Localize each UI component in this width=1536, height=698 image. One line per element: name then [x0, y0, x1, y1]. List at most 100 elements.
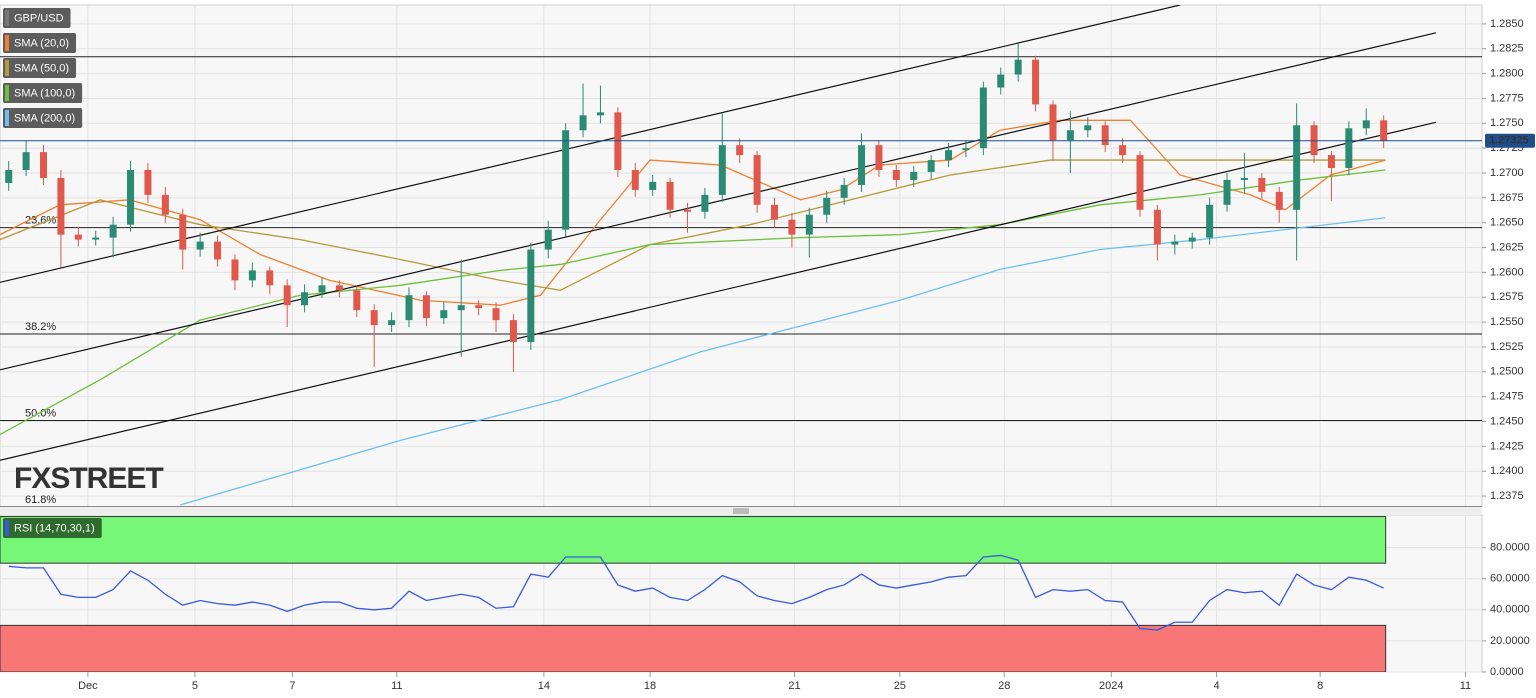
- candle-body: [1345, 128, 1353, 169]
- candle-body: [1188, 237, 1196, 242]
- candle-body: [753, 155, 761, 205]
- candle-body: [1293, 125, 1301, 210]
- y-tick-label: 1.2475: [1490, 391, 1524, 403]
- y-tick-label: 0.0000: [1490, 666, 1524, 678]
- trendline: [0, 121, 1437, 461]
- candle-body: [509, 320, 517, 342]
- candle-body: [544, 229, 552, 250]
- candle-body: [718, 145, 726, 195]
- candle-body: [771, 204, 779, 220]
- x-tick-label: 5: [192, 680, 198, 692]
- candle-body: [40, 152, 48, 178]
- candle-body: [805, 214, 813, 235]
- candle-body: [788, 219, 796, 235]
- main-panel: [0, 4, 1483, 508]
- axes: Dec 5 7 11 14 18 21 25 28 2024 4 8 11 1.2375 1.2400 1.2…: [78, 18, 1535, 692]
- y-tick-label: 1.2550: [1490, 316, 1524, 328]
- legend-label: RSI (14,70,30,1): [14, 522, 95, 534]
- candle-body: [127, 170, 135, 225]
- candle-body: [997, 74, 1005, 88]
- candle-body: [823, 197, 831, 215]
- legend-label: SMA (50,0): [14, 62, 69, 74]
- grid: [0, 5, 1482, 673]
- level-label: 23.6%: [25, 215, 56, 227]
- y-tick-label: 1.2800: [1490, 67, 1524, 79]
- y-tick-label: 1.2450: [1490, 415, 1524, 427]
- candle-body: [144, 170, 152, 195]
- y-tick-label: 1.2775: [1490, 92, 1524, 104]
- candle-body: [301, 292, 309, 306]
- candle-body: [666, 181, 674, 210]
- candle-body: [57, 177, 65, 235]
- candle-body: [370, 310, 378, 326]
- y-tick-label: 1.2675: [1490, 192, 1524, 204]
- candle-body: [1153, 209, 1161, 245]
- watermark: STREET: [50, 462, 163, 495]
- legend-box: [3, 8, 71, 28]
- legend: GBP/USD SMA (20,0) SMA (50,0) SMA (100,0) SM…: [3, 8, 102, 538]
- candle-body: [1240, 177, 1248, 180]
- candle-body: [1171, 241, 1179, 245]
- x-tick-label: 11: [1460, 680, 1471, 692]
- x-tick-label: 18: [644, 680, 656, 692]
- candle-body: [1223, 179, 1231, 205]
- watermark: FX: [14, 462, 51, 495]
- candle-body: [910, 172, 918, 180]
- y-tick-label: 1.2400: [1490, 465, 1524, 477]
- candle-body: [196, 241, 204, 250]
- legend-box: [3, 58, 77, 78]
- candle-body: [892, 170, 900, 180]
- candle-body: [74, 234, 82, 240]
- candle-body: [283, 285, 291, 306]
- candle-body: [1362, 120, 1370, 129]
- y-tick-label: 1.2575: [1490, 291, 1524, 303]
- level-label: 38.2%: [25, 321, 56, 333]
- candle-body: [596, 112, 604, 116]
- candle-body: [22, 152, 30, 171]
- candle-body: [109, 224, 117, 238]
- candle-body: [1275, 191, 1283, 210]
- legend-swatch: [5, 10, 9, 26]
- x-tick-label: 11: [391, 680, 402, 692]
- candle-body: [1206, 204, 1214, 238]
- x-tick-label: 8: [1317, 680, 1323, 692]
- y-tick-label: 1.2500: [1490, 366, 1524, 378]
- rsi-line: [8, 554, 1384, 631]
- candle-body: [1380, 120, 1388, 141]
- candle-body: [1101, 125, 1109, 146]
- level-label: 61.8%: [25, 494, 56, 506]
- legend-box: [3, 83, 83, 103]
- legend-label: SMA (100,0): [14, 87, 75, 99]
- candle-body: [475, 305, 483, 309]
- y-tick-label: 1.2625: [1490, 241, 1524, 253]
- y-tick-label: 1.2425: [1490, 440, 1524, 452]
- x-tick-label: 25: [894, 680, 906, 692]
- candle-body: [649, 181, 657, 190]
- candle-body: [562, 130, 570, 230]
- rsi-zone: [0, 516, 1387, 564]
- y-tick-label: 1.2525: [1490, 341, 1524, 353]
- candle-body: [701, 194, 709, 212]
- candle-body: [335, 285, 343, 291]
- price-label: 1.27325: [1489, 135, 1529, 147]
- candle-body: [457, 305, 465, 311]
- candle-body: [92, 237, 100, 240]
- x-tick-label: 2024: [1099, 680, 1123, 692]
- candle-body: [840, 184, 848, 198]
- candle-body: [492, 308, 500, 321]
- candle-body: [1049, 104, 1057, 141]
- x-tick-label: 14: [538, 680, 550, 692]
- legend-box: [3, 33, 77, 53]
- candle-body: [231, 259, 239, 281]
- rsi-plot: [0, 516, 1387, 672]
- candle-body: [927, 160, 935, 173]
- y-tick-label: 20.0000: [1490, 635, 1530, 647]
- candle-body: [579, 115, 587, 131]
- legend-box: [3, 108, 83, 128]
- y-tick-label: 80.0000: [1490, 542, 1530, 554]
- candle-body: [440, 310, 448, 319]
- trendline: [0, 5, 1181, 283]
- candle-body: [945, 150, 953, 161]
- rsi-zone: [0, 624, 1387, 672]
